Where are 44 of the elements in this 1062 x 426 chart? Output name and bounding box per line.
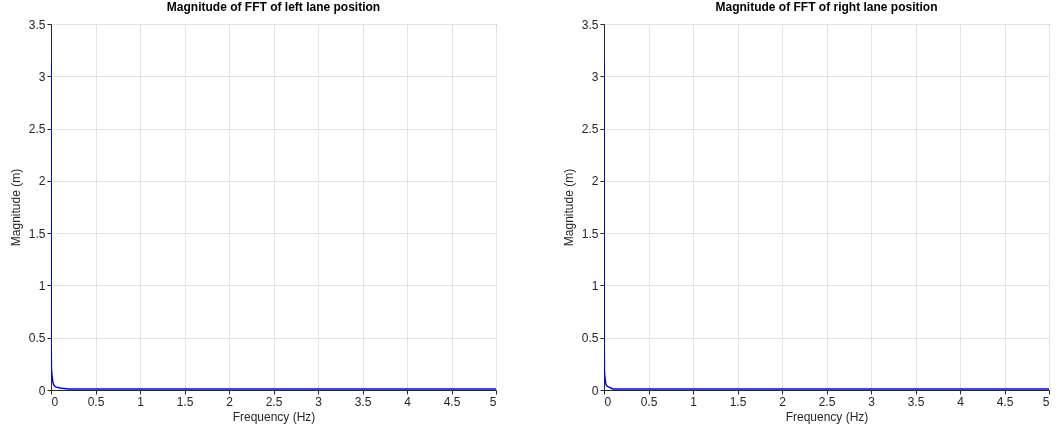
x-tick-label: 5 (1042, 394, 1050, 409)
x-tick-label: 0.5 (640, 394, 658, 409)
chart-title: Magnitude of FFT of right lane position (715, 0, 938, 14)
x-tick-label: 2 (779, 394, 787, 409)
y-tick-label: 2 (38, 174, 46, 189)
x-tick-label: 4 (957, 394, 965, 409)
x-tick-label: 2 (226, 394, 234, 409)
x-tick-label: 1 (690, 394, 698, 409)
x-tick-label: 0 (604, 394, 612, 409)
y-tick-label: 1.5 (581, 226, 599, 241)
y-tick-label: 2.5 (581, 122, 599, 137)
y-tick-label: 1.5 (28, 226, 46, 241)
x-tick-label: 3 (868, 394, 876, 409)
y-tick-label: 2.5 (28, 122, 46, 137)
y-tick-label: 0 (591, 383, 599, 398)
y-tick-label: 2 (591, 174, 599, 189)
x-tick-label: 4.5 (443, 394, 461, 409)
y-tick-label: 1 (591, 278, 599, 293)
y-tick-label: 3.5 (28, 17, 46, 32)
y-axis-title: Magnitude (m) (8, 168, 23, 247)
x-tick-label: 0.5 (87, 394, 105, 409)
x-tick-label: 1.5 (729, 394, 747, 409)
y-tick-label: 3.5 (581, 17, 599, 32)
x-tick-label: 5 (489, 394, 497, 409)
x-tick-label: 0 (51, 394, 59, 409)
x-tick-label: 2.5 (265, 394, 283, 409)
y-tick-label: 0 (38, 383, 46, 398)
x-tick-label: 3.5 (354, 394, 372, 409)
x-tick-label: 1 (137, 394, 145, 409)
y-tick-label: 3 (591, 69, 599, 84)
x-tick-label: 1.5 (176, 394, 194, 409)
x-axis-title: Frequency (Hz) (785, 409, 869, 424)
y-tick-label: 0.5 (28, 331, 46, 346)
x-tick-label: 2.5 (818, 394, 836, 409)
y-tick-label: 1 (38, 278, 46, 293)
x-tick-label: 4 (404, 394, 412, 409)
y-axis-title: Magnitude (m) (561, 168, 576, 247)
y-tick-label: 3 (38, 69, 46, 84)
x-tick-label: 3.5 (907, 394, 925, 409)
x-tick-label: 4.5 (996, 394, 1014, 409)
x-tick-label: 3 (315, 394, 323, 409)
x-axis-title: Frequency (Hz) (232, 409, 316, 424)
y-tick-label: 0.5 (581, 331, 599, 346)
chart-title: Magnitude of FFT of left lane position (166, 0, 381, 14)
